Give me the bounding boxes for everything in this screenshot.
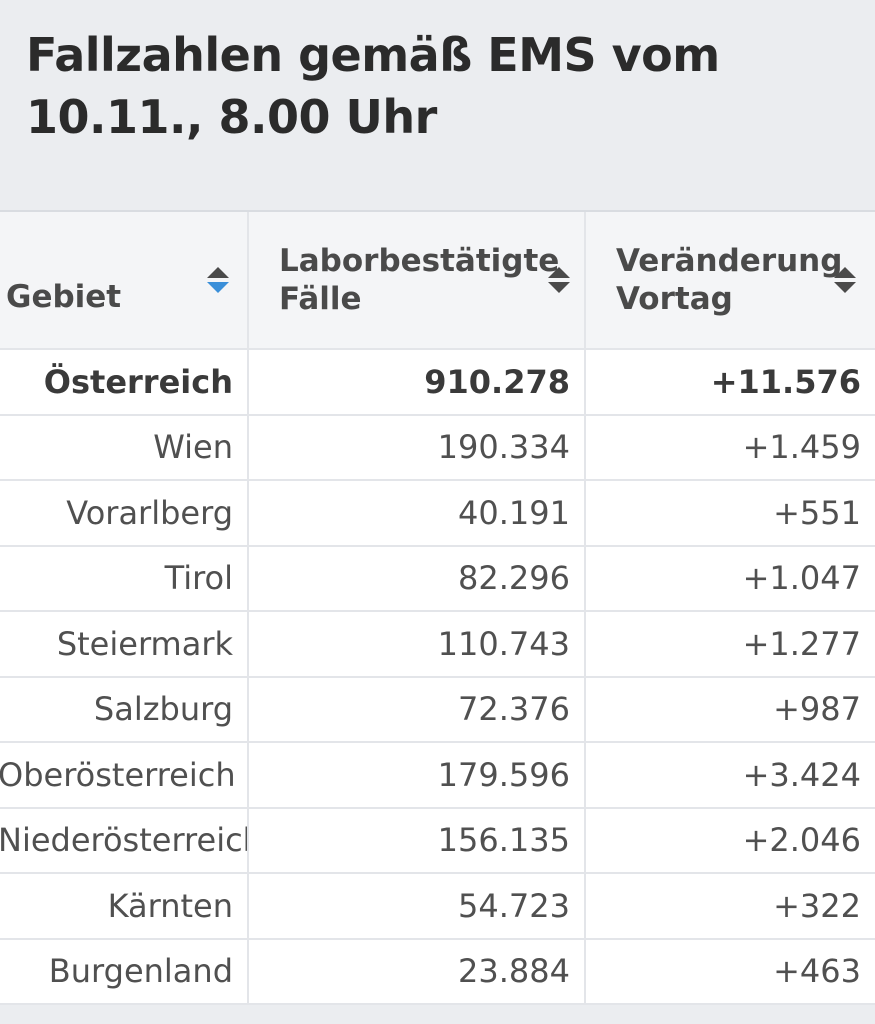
sort-icon[interactable]	[833, 264, 857, 296]
sort-icon[interactable]	[547, 264, 571, 296]
sort-ascending-icon[interactable]	[206, 264, 230, 296]
footer-area	[0, 1005, 875, 1024]
cell-faelle: 110.743	[248, 611, 586, 678]
column-header-veraenderung[interactable]: Veränderung Vortag	[585, 212, 875, 350]
cell-gebiet: Oberösterreich	[0, 742, 249, 809]
header-row: Gebiet Laborbestätigte Fälle	[0, 212, 875, 350]
table-row: Kärnten 54.723 +322	[0, 873, 875, 940]
cell-veraenderung: +11.576	[585, 349, 875, 416]
table-row: Tirol 82.296 +1.047	[0, 545, 875, 612]
cell-veraenderung: +2.046	[585, 807, 875, 874]
cell-gebiet: Salzburg	[0, 676, 249, 743]
cell-gebiet: Kärnten	[0, 873, 249, 940]
cell-faelle: 179.596	[248, 742, 586, 809]
cell-veraenderung: +1.459	[585, 414, 875, 481]
column-header-faelle[interactable]: Laborbestätigte Fälle	[248, 212, 586, 350]
column-header-gebiet[interactable]: Gebiet	[0, 212, 249, 350]
cell-faelle: 156.135	[248, 807, 586, 874]
cell-veraenderung: +322	[585, 873, 875, 940]
table-row: Niederösterreich 156.135 +2.046	[0, 807, 875, 874]
table-row: Steiermark 110.743 +1.277	[0, 611, 875, 678]
cell-veraenderung: +3.424	[585, 742, 875, 809]
cell-faelle: 82.296	[248, 545, 586, 612]
cases-table-container: Gebiet Laborbestätigte Fälle	[0, 210, 875, 1007]
cell-veraenderung: +551	[585, 480, 875, 547]
cell-veraenderung: +1.047	[585, 545, 875, 612]
table-row: Vorarlberg 40.191 +551	[0, 480, 875, 547]
column-header-faelle-line1: Laborbestätigte	[279, 243, 560, 279]
title-area: Fallzahlen gemäß EMS vom 10.11., 8.00 Uh…	[0, 0, 875, 210]
cell-veraenderung: +987	[585, 676, 875, 743]
table-row: Österreich 910.278 +11.576	[0, 349, 875, 416]
cell-faelle: 54.723	[248, 873, 586, 940]
cell-veraenderung: +1.277	[585, 611, 875, 678]
table-row: Oberösterreich 179.596 +3.424	[0, 742, 875, 809]
column-header-gebiet-label: Gebiet	[6, 279, 122, 315]
cell-gebiet: Niederösterreich	[0, 807, 249, 874]
cell-faelle: 72.376	[248, 676, 586, 743]
column-header-faelle-line2: Fälle	[279, 281, 362, 317]
cell-gebiet: Wien	[0, 414, 249, 481]
table-body: Österreich 910.278 +11.576 Wien 190.334 …	[0, 349, 875, 1005]
cell-faelle: 910.278	[248, 349, 586, 416]
table-row: Wien 190.334 +1.459	[0, 414, 875, 481]
column-header-veraenderung-line2: Vortag	[616, 281, 733, 317]
cell-faelle: 190.334	[248, 414, 586, 481]
cell-gebiet: Steiermark	[0, 611, 249, 678]
cases-table: Gebiet Laborbestätigte Fälle	[0, 212, 875, 1005]
table-row: Burgenland 23.884 +463	[0, 938, 875, 1005]
cell-gebiet: Tirol	[0, 545, 249, 612]
table-row: Salzburg 72.376 +987	[0, 676, 875, 743]
cell-gebiet: Österreich	[0, 349, 249, 416]
column-header-veraenderung-line1: Veränderung	[616, 243, 843, 279]
table-header: Gebiet Laborbestätigte Fälle	[0, 212, 875, 350]
cell-faelle: 40.191	[248, 480, 586, 547]
cell-faelle: 23.884	[248, 938, 586, 1005]
cell-gebiet: Burgenland	[0, 938, 249, 1005]
cell-veraenderung: +463	[585, 938, 875, 1005]
cell-gebiet: Vorarlberg	[0, 480, 249, 547]
page-title: Fallzahlen gemäß EMS vom 10.11., 8.00 Uh…	[26, 28, 720, 144]
